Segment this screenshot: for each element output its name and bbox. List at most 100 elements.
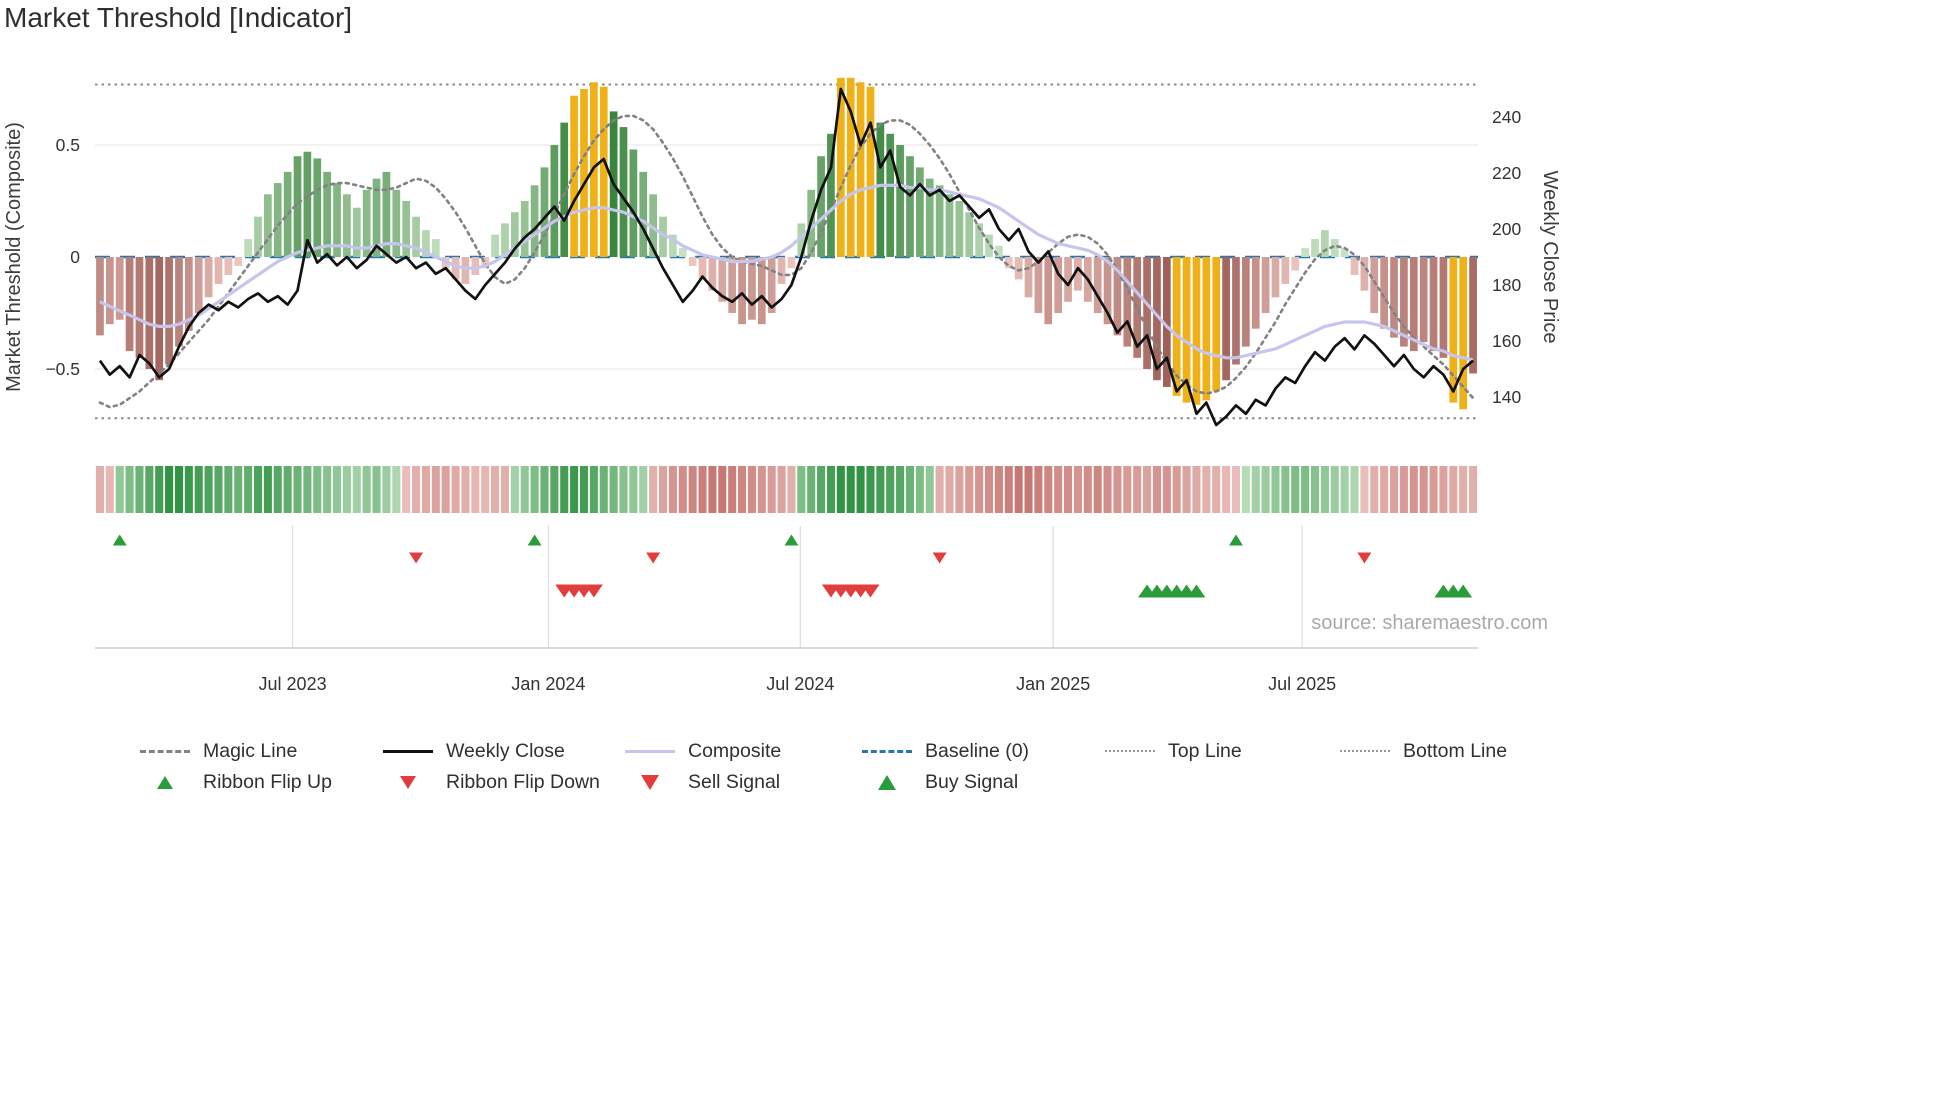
composite-bar xyxy=(1172,257,1181,396)
x-tick-label: Jul 2024 xyxy=(766,674,834,694)
composite-bar xyxy=(323,171,331,257)
ribbon-cell xyxy=(1064,466,1073,513)
composite-bar xyxy=(431,239,440,257)
composite-bar xyxy=(254,216,262,257)
legend-item-bottom-line: Bottom Line xyxy=(1340,738,1507,764)
ribbon-cell xyxy=(431,466,440,513)
composite-bar xyxy=(619,127,628,257)
ribbon-cell xyxy=(273,466,282,513)
composite-bar xyxy=(985,234,993,257)
ribbon-flip-down-marker xyxy=(1357,552,1372,564)
composite-bar xyxy=(1044,257,1053,325)
composite-bar xyxy=(669,234,677,257)
ribbon-cell xyxy=(1281,466,1290,513)
composite-bar xyxy=(866,86,875,257)
legend-label: Magic Line xyxy=(203,739,298,762)
composite-bar xyxy=(1064,257,1072,302)
composite-bar xyxy=(1074,257,1082,291)
ribbon-cell xyxy=(896,466,905,513)
ribbon-cell xyxy=(224,466,233,513)
composite-bar xyxy=(1370,257,1379,313)
ribbon-cell xyxy=(1044,466,1053,513)
ribbon-cell xyxy=(984,466,994,513)
ribbon-cell xyxy=(1399,466,1408,513)
ribbon-cell xyxy=(214,466,223,513)
solid-purple-swatch-icon xyxy=(625,749,675,753)
buy-signal-marker xyxy=(1187,584,1206,598)
ribbon-cell xyxy=(1380,466,1389,513)
ribbon-cell xyxy=(332,466,342,513)
composite-bar xyxy=(1014,257,1023,280)
composite-bar xyxy=(234,257,243,266)
ribbon-flip-up-marker xyxy=(1228,534,1243,546)
legend-label: Ribbon Flip Up xyxy=(203,770,332,793)
ribbon-cell xyxy=(303,466,312,513)
composite-bar xyxy=(1390,257,1398,338)
composite-bar xyxy=(1281,257,1290,284)
composite-bar xyxy=(343,194,351,257)
composite-bar xyxy=(1182,257,1191,403)
composite-bar xyxy=(757,257,766,325)
ribbon-cell xyxy=(738,466,747,513)
ribbon-flip-down-marker xyxy=(646,552,661,564)
composite-bar xyxy=(1093,257,1102,313)
y-right-tick-label: 240 xyxy=(1492,107,1521,127)
ribbon-cell xyxy=(728,466,737,513)
composite-bar xyxy=(155,257,164,381)
composite-bar xyxy=(510,212,519,257)
ribbon-cell xyxy=(135,466,144,513)
legend-label: Bottom Line xyxy=(1403,739,1508,762)
ribbon-cell xyxy=(392,466,401,513)
composite-bar xyxy=(550,145,559,257)
ribbon-cell xyxy=(905,466,915,513)
composite-bar xyxy=(1301,248,1309,257)
ribbon-cell xyxy=(787,466,796,513)
composite-bar xyxy=(1212,257,1221,392)
composite-bar xyxy=(1113,257,1122,336)
ribbon-cell xyxy=(1459,466,1468,513)
ribbon-cell xyxy=(421,466,430,513)
ribbon-cell xyxy=(412,466,421,513)
ribbon-cell xyxy=(125,466,134,513)
composite-bar xyxy=(1054,257,1063,313)
ribbon-cell xyxy=(945,466,954,513)
legend-label: Weekly Close xyxy=(446,739,565,762)
ribbon-cell xyxy=(510,466,519,513)
ribbon-cell xyxy=(817,466,826,513)
composite-bar xyxy=(491,234,499,257)
ribbon-cell xyxy=(1251,466,1260,513)
composite-bar xyxy=(1330,239,1339,257)
x-tick-label: Jul 2025 xyxy=(1268,674,1336,694)
composite-bar xyxy=(1004,257,1013,269)
dotted-gray-swatch-icon xyxy=(1340,750,1390,752)
composite-bar xyxy=(1459,257,1468,410)
ribbon-cell xyxy=(382,466,391,513)
composite-bar xyxy=(688,257,697,266)
ribbon-cell xyxy=(1133,466,1142,513)
composite-bar xyxy=(451,257,460,280)
composite-bar xyxy=(471,257,480,275)
ribbon-cell xyxy=(925,466,934,513)
composite-bar xyxy=(362,189,371,257)
ribbon-cell xyxy=(658,466,668,513)
composite-bar xyxy=(481,257,490,269)
composite-bar xyxy=(224,257,233,275)
ribbon-flip-up-marker xyxy=(112,534,127,546)
ribbon-cell xyxy=(293,466,302,513)
ribbon-cell xyxy=(471,466,480,513)
composite-bar xyxy=(392,189,401,257)
composite-bar xyxy=(135,257,144,358)
ribbon-cell xyxy=(570,466,579,513)
ribbon-cell xyxy=(540,466,549,513)
composite-bar xyxy=(1419,257,1428,343)
y-axis-label-left: Market Threshold (Composite) xyxy=(3,122,25,392)
y-right-tick-label: 220 xyxy=(1492,163,1521,183)
ribbon-cell xyxy=(1301,466,1310,513)
ribbon-cell xyxy=(797,466,806,513)
page-title: Market Threshold [Indicator] xyxy=(4,2,353,33)
ribbon-cell xyxy=(1370,466,1379,513)
composite-bar xyxy=(896,145,904,257)
ribbon-cell xyxy=(846,466,855,513)
ribbon-cell xyxy=(955,466,964,513)
composite-bar xyxy=(1321,230,1329,257)
